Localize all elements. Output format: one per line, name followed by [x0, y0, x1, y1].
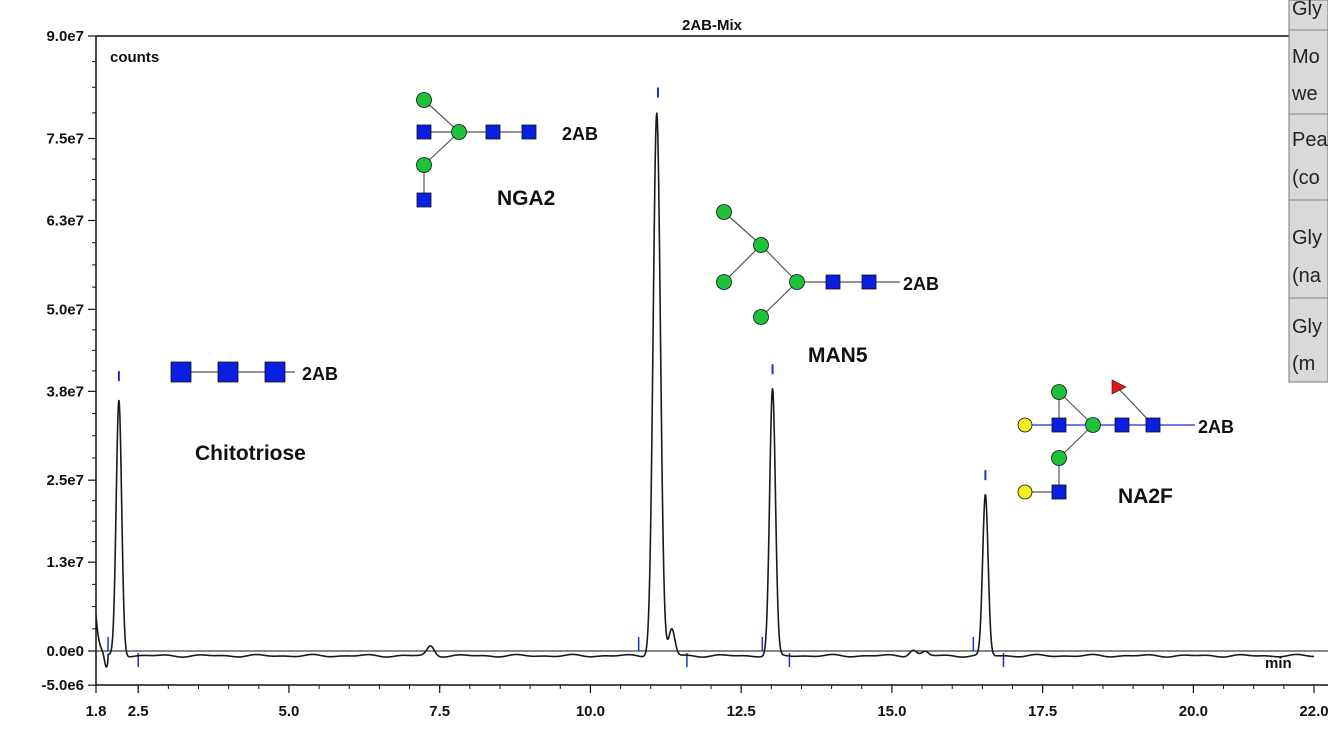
fucose-triangle-icon — [1111, 379, 1127, 395]
glycan-linkage — [723, 211, 762, 246]
y-unit-label: counts — [110, 49, 159, 66]
glycan-linkage — [760, 281, 798, 318]
mannose-circle-icon — [753, 237, 769, 253]
glycan-linkage — [423, 131, 460, 166]
x-tick-label: 10.0 — [576, 703, 605, 720]
y-tick-label: 6.3e7 — [46, 213, 84, 230]
glcnac-square-icon — [1145, 417, 1161, 433]
na2f-structure: 2AB NA2F — [1017, 379, 1234, 508]
na2f-label: NA2F — [1118, 485, 1173, 508]
mannose-circle-icon — [1051, 384, 1067, 400]
glcnac-square-icon — [416, 124, 432, 140]
glcnac-square-icon — [825, 274, 841, 290]
mannose-circle-icon — [1085, 417, 1101, 433]
glcnac-square-icon — [861, 274, 877, 290]
mannose-circle-icon — [716, 204, 732, 220]
nga2-structure: 2AB NGA2 — [416, 92, 598, 210]
legend-cell-text: we — [1291, 83, 1318, 105]
x-tick-label: 2.5 — [128, 703, 149, 720]
glcnac-square-icon — [170, 361, 192, 383]
chart-title: 2AB-Mix — [682, 17, 743, 34]
y-tick-label: 1.3e7 — [46, 554, 84, 571]
legend-cell-text: (m — [1292, 353, 1315, 375]
legend-cell-text: Pea — [1292, 129, 1328, 151]
man5-structure: 2AB MAN5 — [716, 204, 939, 367]
mannose-circle-icon — [716, 274, 732, 290]
chitotriose-tag: 2AB — [302, 364, 338, 384]
glcnac-square-icon — [217, 361, 239, 383]
x-tick-label: 22.0 — [1299, 703, 1328, 720]
na2f-tag: 2AB — [1198, 417, 1234, 437]
glycan-linkage — [423, 99, 460, 133]
galactose-circle-icon — [1017, 484, 1033, 500]
legend-cell-text: (co — [1292, 167, 1320, 189]
y-tick-label: 0.0e0 — [46, 643, 84, 660]
integration-ticks — [107, 637, 1005, 667]
y-tick-label: 3.8e7 — [46, 383, 84, 400]
legend-background — [1288, 0, 1328, 383]
legend-cell-text: Gly — [1292, 316, 1322, 338]
x-tick-label: 17.5 — [1028, 703, 1057, 720]
y-ticks: 9.0e7 7.5e7 6.3e7 5.0e7 3.8e7 2.5e7 1.3e7 0.0e0… — [41, 28, 96, 694]
glcnac-square-icon — [521, 124, 537, 140]
mannose-circle-icon — [1051, 450, 1067, 466]
y-tick-label: 7.5e7 — [46, 131, 84, 148]
peak-markers — [117, 87, 987, 481]
legend-cell-text: Gly — [1292, 227, 1322, 249]
legend-table: Gly Mo we Pea (co Gly (na Gly (m — [1288, 0, 1328, 383]
glcnac-square-icon — [264, 361, 286, 383]
mannose-circle-icon — [753, 309, 769, 325]
nga2-tag: 2AB — [562, 124, 598, 144]
glcnac-square-icon — [1051, 417, 1067, 433]
glycan-linkage — [760, 244, 798, 283]
man5-label: MAN5 — [808, 344, 868, 367]
x-tick-label: 5.0 — [279, 703, 300, 720]
glcnac-square-icon — [1051, 484, 1067, 500]
mannose-circle-icon — [416, 157, 432, 173]
glycan-linkage — [723, 244, 762, 283]
legend-cell-text: (na — [1292, 265, 1322, 287]
legend-cell-text: Mo — [1292, 46, 1320, 68]
y-tick-label: -5.0e6 — [41, 677, 84, 694]
x-tick-label: 12.5 — [727, 703, 756, 720]
x-tick-label: 1.8 — [86, 703, 107, 720]
chromatogram-trace — [95, 112, 1315, 668]
legend-cell-text: Gly — [1292, 0, 1322, 20]
x-ticks: 1.8 2.5 5.0 7.5 10.0 12.5 15.0 17.5 20.0 22.0 — [86, 685, 1328, 720]
man5-tag: 2AB — [903, 274, 939, 294]
glcnac-square-icon — [416, 192, 432, 208]
chitotriose-label: Chitotriose — [195, 442, 306, 465]
chitotriose-structure: 2AB Chitotriose — [170, 361, 338, 465]
y-tick-label: 5.0e7 — [46, 301, 84, 318]
mannose-circle-icon — [789, 274, 805, 290]
mannose-circle-icon — [451, 124, 467, 140]
glcnac-square-icon — [1114, 417, 1130, 433]
galactose-circle-icon — [1017, 417, 1033, 433]
mannose-circle-icon — [416, 92, 432, 108]
x-tick-label: 7.5 — [429, 703, 450, 720]
y-tick-label: 2.5e7 — [46, 472, 84, 489]
x-tick-label: 20.0 — [1179, 703, 1208, 720]
glcnac-square-icon — [485, 124, 501, 140]
y-tick-label: 9.0e7 — [46, 28, 84, 45]
x-unit-label: min — [1265, 655, 1292, 672]
x-tick-label: 15.0 — [877, 703, 906, 720]
nga2-label: NGA2 — [497, 187, 555, 210]
